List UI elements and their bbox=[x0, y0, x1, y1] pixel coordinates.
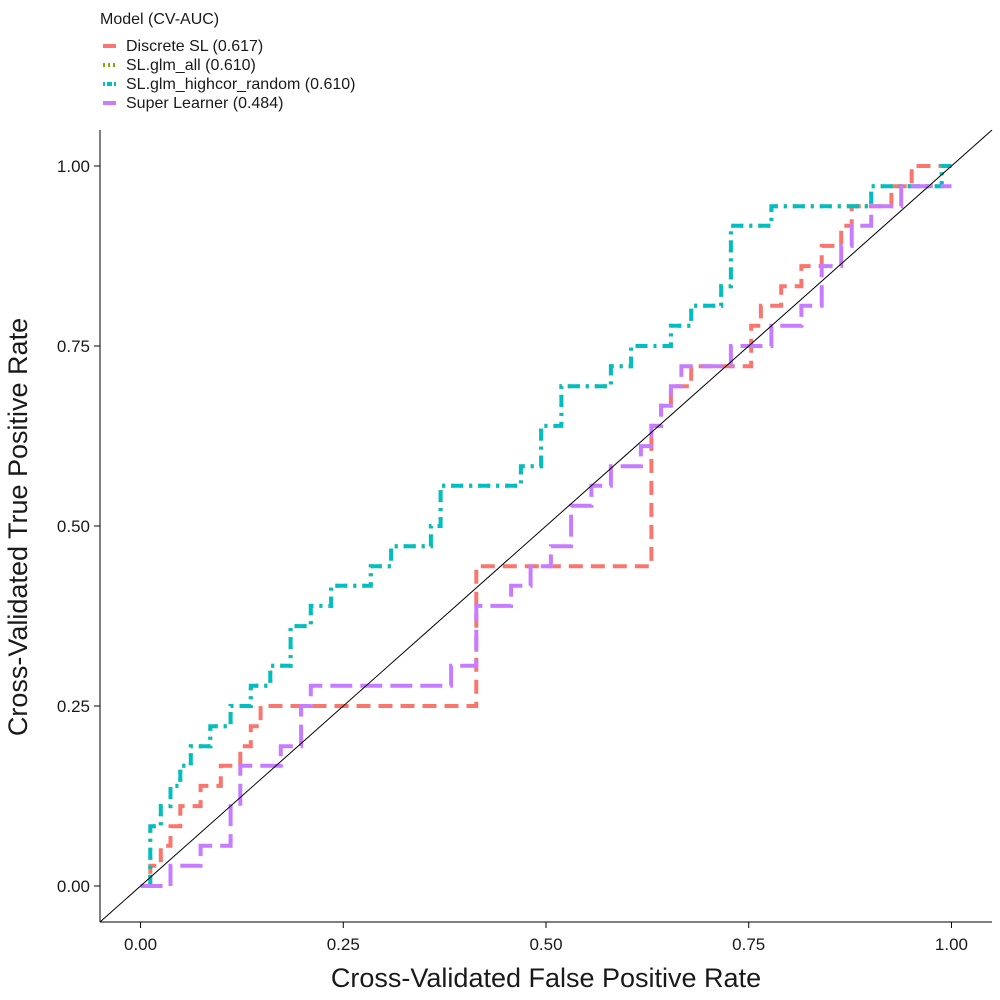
x-tick-label: 0.75 bbox=[732, 935, 765, 954]
x-axis-title: Cross-Validated False Positive Rate bbox=[331, 963, 761, 993]
y-tick-label: 0.50 bbox=[57, 517, 90, 536]
y-axis-title: Cross-Validated True Positive Rate bbox=[3, 318, 33, 736]
x-tick-label: 0.50 bbox=[529, 935, 562, 954]
axes: 0.00 0.25 0.50 0.75 1.00 0.00 0.25 0.50 0.75 1.0… bbox=[57, 130, 992, 954]
series-line-1 bbox=[140, 164, 952, 888]
y-ticks: 0.00 0.25 0.50 0.75 1.00 bbox=[57, 157, 100, 896]
y-tick-label: 0.25 bbox=[57, 697, 90, 716]
plot-area bbox=[99, 129, 993, 923]
reference-diagonal-line bbox=[99, 129, 993, 923]
legend-label-2: SL.glm_all (0.610) bbox=[126, 57, 256, 74]
series-line-3 bbox=[140, 164, 952, 888]
y-tick-label: 0.75 bbox=[57, 337, 90, 356]
legend: Model (CV-AUC) Discrete SL (0.617) SL.glm… bbox=[100, 11, 355, 112]
x-ticks: 0.00 0.25 0.50 0.75 1.00 bbox=[124, 922, 968, 954]
y-tick-label: 1.00 bbox=[57, 157, 90, 176]
x-tick-label: 1.00 bbox=[935, 935, 968, 954]
legend-entries: Discrete SL (0.617) SL.glm_all (0.610) SL.… bbox=[103, 38, 355, 112]
y-tick-label: 0.00 bbox=[57, 877, 90, 896]
series-line-4 bbox=[140, 184, 952, 888]
legend-label-1: Discrete SL (0.617) bbox=[126, 38, 263, 55]
x-tick-label: 0.00 bbox=[124, 935, 157, 954]
legend-label-3: SL.glm_highcor_random (0.610) bbox=[126, 76, 355, 93]
legend-title: Model (CV-AUC) bbox=[100, 11, 219, 28]
x-tick-label: 0.25 bbox=[327, 935, 360, 954]
legend-label-4: Super Learner (0.484) bbox=[126, 95, 283, 112]
